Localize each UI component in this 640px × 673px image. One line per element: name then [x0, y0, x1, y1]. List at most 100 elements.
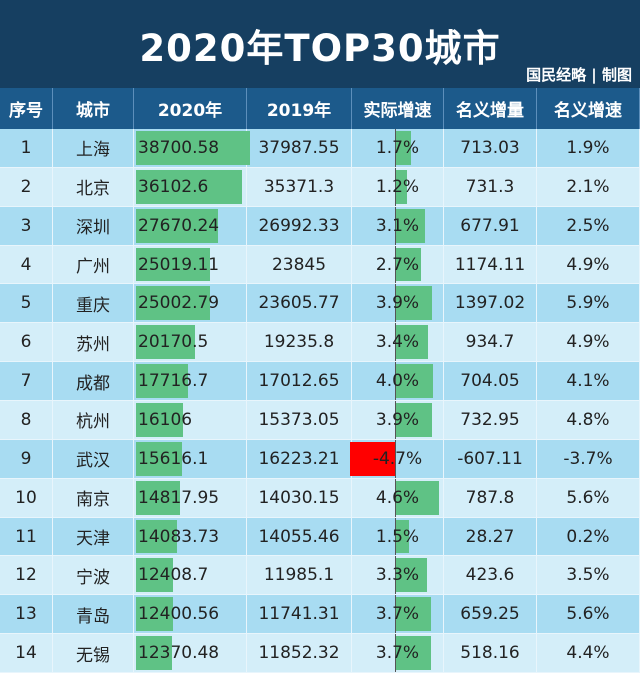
- nominal-growth-value: 0.2%: [566, 526, 610, 547]
- cell-rank: 5: [0, 284, 53, 323]
- growth-bar: [395, 480, 440, 515]
- cell-nominal-increase: 713.03: [444, 129, 537, 167]
- cell-city: 上海: [53, 129, 134, 167]
- cell-real-growth: 3.9%: [352, 284, 444, 323]
- gdp-bar: [136, 558, 173, 593]
- cell-2020: 20170.5: [134, 323, 247, 362]
- cell-city: 苏州: [53, 323, 134, 362]
- city-value: 广州: [76, 257, 110, 277]
- 2019-value: 11741.31: [258, 604, 340, 625]
- cell-2019: 23605.77: [247, 284, 352, 323]
- cell-real-growth: 1.7%: [352, 129, 444, 167]
- cell-real-growth: 4.6%: [352, 478, 444, 517]
- city-value: 成都: [76, 373, 110, 394]
- cell-real-growth: 3.3%: [352, 556, 444, 595]
- cell-rank: 1: [0, 129, 53, 167]
- zero-axis: [395, 517, 396, 556]
- real-growth-value: 2.7%: [375, 254, 420, 275]
- nominal-growth-value: 1.9%: [566, 137, 610, 158]
- table-row: 9 武汉 15616.1 16223.21 -4.7% -607.11 -3.7%: [0, 439, 640, 479]
- cell-2020: 12370.48: [134, 634, 247, 673]
- 2019-value: 16223.21: [258, 448, 340, 469]
- zero-axis: [395, 323, 396, 362]
- real-growth-value: 4.6%: [375, 487, 420, 508]
- nominal-increase-value: 423.6: [465, 565, 515, 586]
- cell-rank: 9: [0, 439, 53, 478]
- zero-axis: [395, 439, 396, 478]
- cell-city: 北京: [53, 167, 134, 206]
- cell-nominal-increase: -607.11: [444, 439, 537, 478]
- cell-nominal-increase: 704.05: [444, 362, 537, 401]
- nominal-growth-value: 5.6%: [566, 604, 610, 625]
- table-row: 11 天津 14083.73 14055.46 1.5% 28.27 0.2%: [0, 517, 640, 557]
- zero-axis: [395, 129, 396, 167]
- cell-rank: 6: [0, 323, 53, 362]
- growth-bar: [395, 286, 433, 321]
- 2019-value: 11852.32: [258, 643, 340, 664]
- cell-2019: 14055.46: [247, 517, 352, 556]
- nominal-increase-value: 1174.11: [454, 254, 526, 275]
- cell-2019: 15373.05: [247, 401, 352, 439]
- cell-nominal-growth: 5.6%: [537, 595, 640, 634]
- city-value: 北京: [76, 179, 110, 200]
- zero-axis: [395, 362, 396, 401]
- growth-bar: [395, 247, 421, 282]
- real-growth-value: 3.7%: [375, 643, 420, 664]
- cell-nominal-increase: 659.25: [444, 595, 537, 634]
- cell-rank: 11: [0, 517, 53, 556]
- rank-value: 7: [20, 371, 32, 392]
- gdp-bar: [136, 636, 173, 671]
- cell-real-growth: 3.9%: [352, 401, 444, 439]
- 2019-value: 11985.1: [263, 565, 335, 586]
- growth-bar: [395, 131, 412, 165]
- growth-bar: [395, 403, 433, 437]
- nominal-increase-value: 704.05: [460, 371, 520, 392]
- real-growth-value: 3.3%: [375, 565, 420, 586]
- rank-value: 3: [20, 215, 32, 236]
- gdp-bar: [136, 441, 182, 476]
- cell-real-growth: 3.1%: [352, 206, 444, 245]
- cell-city: 成都: [53, 362, 134, 401]
- cell-city: 重庆: [53, 284, 134, 323]
- growth-bar: [395, 636, 431, 671]
- page-title: 2020年TOP30城市: [139, 27, 501, 70]
- header-rank: 序号: [0, 88, 53, 129]
- zero-axis: [395, 401, 396, 439]
- rank-value: 9: [20, 448, 32, 469]
- 2020-value: 27670.24: [138, 215, 220, 236]
- cell-rank: 7: [0, 362, 53, 401]
- growth-bar: [395, 519, 410, 554]
- nominal-growth-value: 2.1%: [566, 176, 610, 197]
- real-growth-value: -4.7%: [372, 448, 423, 469]
- cell-city: 南京: [53, 478, 134, 517]
- cell-2019: 26992.33: [247, 206, 352, 245]
- nominal-growth-value: 4.1%: [566, 371, 610, 392]
- rank-value: 5: [20, 293, 32, 314]
- cell-2019: 16223.21: [247, 439, 352, 478]
- cell-2020: 12408.7: [134, 556, 247, 595]
- cell-2020: 38700.58: [134, 129, 250, 167]
- cell-real-growth: 3.7%: [352, 595, 444, 634]
- zero-axis: [395, 245, 396, 284]
- header-2020: 2020年: [134, 88, 247, 129]
- table-row: 13 青岛 12400.56 11741.31 3.7% 659.25 5.6%: [0, 595, 640, 635]
- cell-2020: 14083.73: [134, 517, 247, 556]
- nominal-increase-value: 732.95: [460, 409, 520, 430]
- header-2019: 2019年: [247, 88, 352, 129]
- cell-city: 无锡: [53, 634, 134, 673]
- 2019-value: 37987.55: [258, 137, 340, 158]
- 2019-value: 14055.46: [258, 526, 340, 547]
- cell-nominal-growth: 4.9%: [537, 323, 640, 362]
- nominal-growth-value: 5.9%: [566, 293, 610, 314]
- 2020-value: 36102.6: [138, 176, 209, 197]
- nominal-growth-value: 4.4%: [566, 643, 610, 664]
- 2020-value: 12400.56: [138, 604, 220, 625]
- gdp-bar: [136, 364, 189, 399]
- header-city: 城市: [53, 88, 134, 129]
- city-value: 重庆: [76, 295, 110, 316]
- table-row: 7 成都 17716.7 17012.65 4.0% 704.05 4.1%: [0, 362, 640, 402]
- city-value: 南京: [76, 490, 110, 511]
- credit-text: 国民经略 | 制图: [526, 66, 632, 84]
- cell-nominal-increase: 28.27: [444, 517, 537, 556]
- table-header: 序号 城市 2020年 2019年 实际增速 名义增量 名义增速: [0, 88, 640, 129]
